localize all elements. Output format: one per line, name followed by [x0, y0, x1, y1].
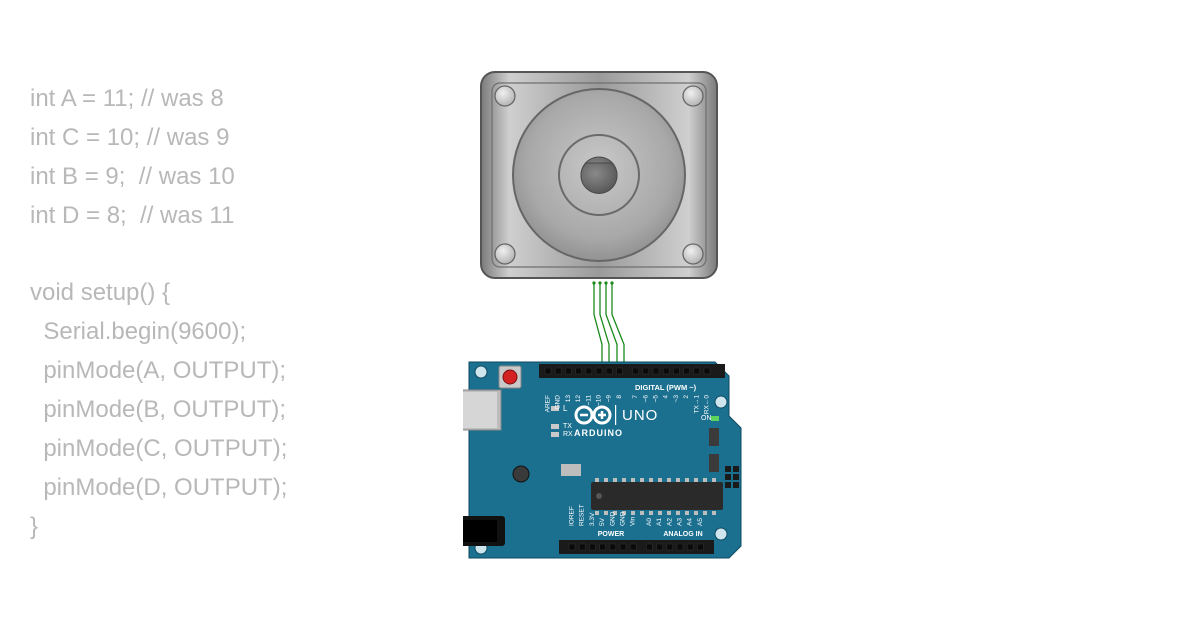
arduino-uno-board: L TX RX ON UNO ARDUINO DIGITAL (PWM ~) P… [463, 358, 749, 560]
pin-socket [565, 368, 571, 374]
label-RX: RX [563, 431, 573, 438]
pin-label: ~3 [673, 395, 680, 403]
code-line: int C = 10; // was 9 [30, 119, 430, 158]
pin-label: TX→1 [693, 395, 700, 414]
code-line: int D = 8; // was 11 [30, 197, 430, 236]
pin-socket [620, 544, 626, 550]
pin-label: RX←0 [704, 395, 711, 415]
pin-label: GND [555, 395, 562, 410]
code-line: pinMode(A, OUTPUT); [30, 352, 430, 391]
diagram-canvas: int A = 11; // was 8int C = 10; // was 9… [0, 0, 1200, 630]
pin-label: A4 [687, 518, 694, 526]
code-line: int A = 11; // was 8 [30, 80, 430, 119]
label-TX: TX [563, 423, 572, 430]
pin-label: AREF [545, 395, 552, 412]
wire [612, 283, 624, 366]
pin-socket [643, 368, 649, 374]
pin-socket [586, 368, 592, 374]
pin-label: 4 [663, 395, 670, 399]
pin-label: A2 [666, 518, 673, 526]
pin-label: 12 [575, 395, 582, 403]
pin-socket [697, 544, 703, 550]
pin-socket [687, 544, 693, 550]
pin-socket [616, 368, 622, 374]
pin-socket [646, 544, 652, 550]
pin-socket [633, 368, 639, 374]
pin-socket [684, 368, 690, 374]
pin-socket [610, 544, 616, 550]
pin-label: 2 [683, 395, 690, 399]
code-line: int B = 9; // was 10 [30, 158, 430, 197]
pin-label: 8 [616, 395, 623, 399]
pin-socket [596, 368, 602, 374]
pin-socket [694, 368, 700, 374]
code-line: pinMode(B, OUTPUT); [30, 391, 430, 430]
wire [594, 283, 602, 366]
label-ON: ON [701, 415, 712, 422]
pin-socket [673, 368, 679, 374]
pin-socket [579, 544, 585, 550]
pin-label: ~10 [596, 395, 603, 406]
code-line: pinMode(C, OUTPUT); [30, 430, 430, 469]
pin-label: ~5 [653, 395, 660, 403]
pin-label: 5V [599, 517, 606, 526]
pin-label: IOREF [569, 506, 576, 526]
pin-label: 7 [632, 395, 639, 399]
pin-label: Vin [630, 516, 637, 526]
wire [606, 283, 617, 366]
pin-socket [657, 544, 663, 550]
pin-label: 3.3V [589, 512, 596, 526]
pin-label: A0 [646, 518, 653, 526]
pin-label: A5 [697, 518, 704, 526]
code-line [30, 236, 430, 275]
pin-label: GND [620, 511, 627, 526]
label-digital: DIGITAL (PWM ~) [635, 383, 697, 392]
code-line: Serial.begin(9600); [30, 313, 430, 352]
pin-label: RESET [579, 504, 586, 526]
pin-label: ~11 [585, 395, 592, 406]
pin-label: ~9 [606, 395, 613, 403]
pin-label: 13 [565, 395, 572, 403]
pin-socket [704, 368, 710, 374]
label-power: POWER [598, 531, 624, 538]
pin-socket [600, 544, 606, 550]
pin-socket [606, 368, 612, 374]
code-line: pinMode(D, OUTPUT); [30, 469, 430, 508]
pin-socket [569, 544, 575, 550]
pin-label: GND [609, 511, 616, 526]
pin-socket [555, 368, 561, 374]
stepper-motor [478, 69, 720, 283]
label-arduino: ARDUINO [574, 428, 623, 438]
label-L: L [563, 404, 568, 413]
wire [600, 283, 609, 366]
code-line: } [30, 508, 430, 547]
code-line: void setup() { [30, 274, 430, 313]
code-block: int A = 11; // was 8int C = 10; // was 9… [30, 80, 430, 547]
label-analog: ANALOG IN [663, 531, 702, 538]
label-uno: UNO [622, 407, 658, 424]
pin-socket [677, 544, 683, 550]
pin-socket [576, 368, 582, 374]
pin-socket [589, 544, 595, 550]
pin-socket [667, 544, 673, 550]
pin-socket [630, 544, 636, 550]
pin-socket [545, 368, 551, 374]
pin-label: A3 [677, 518, 684, 526]
pin-label: A1 [656, 518, 663, 526]
pin-socket [653, 368, 659, 374]
pin-label: ~6 [642, 395, 649, 403]
pin-socket [663, 368, 669, 374]
